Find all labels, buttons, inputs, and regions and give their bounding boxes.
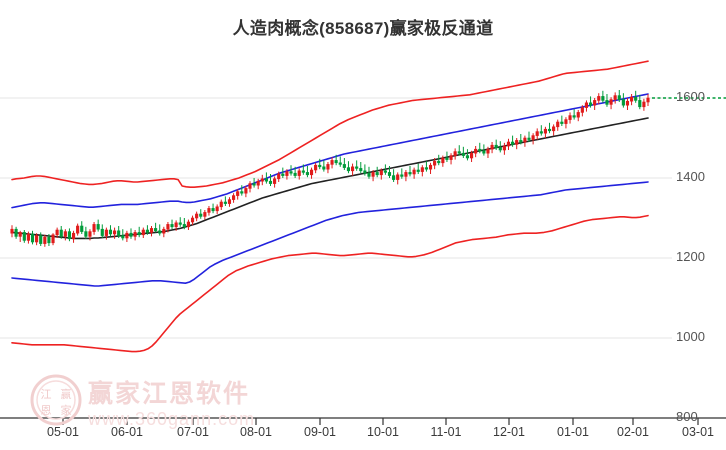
y-axis-tick-label: 800 bbox=[676, 409, 698, 424]
x-axis-tick-label: 09-01 bbox=[304, 425, 336, 439]
x-axis-tick-label: 01-01 bbox=[557, 425, 589, 439]
channel-lines bbox=[11, 60, 649, 353]
x-axis-tick-label: 07-01 bbox=[177, 425, 209, 439]
candlesticks bbox=[10, 90, 650, 247]
x-axis-tick-label: 05-01 bbox=[47, 425, 79, 439]
y-axis-tick-label: 1400 bbox=[676, 169, 705, 184]
x-axis-tick-label: 06-01 bbox=[111, 425, 143, 439]
gridlines bbox=[0, 97, 672, 339]
y-axis-tick-label: 1600 bbox=[676, 89, 705, 104]
x-axis-tick-label: 03-01 bbox=[682, 425, 714, 439]
x-axis-tick-label: 12-01 bbox=[493, 425, 525, 439]
x-axis-tick-label: 02-01 bbox=[617, 425, 649, 439]
page-title: 人造肉概念(858687)赢家极反通道 bbox=[232, 19, 494, 38]
x-axis-tick-label: 10-01 bbox=[367, 425, 399, 439]
x-axis-tick-label: 11-01 bbox=[430, 425, 462, 439]
x-axis-tick-label: 08-01 bbox=[240, 425, 272, 439]
y-axis-tick-label: 1200 bbox=[676, 249, 705, 264]
y-axis-tick-label: 1000 bbox=[676, 329, 705, 344]
axis-ticks bbox=[62, 418, 699, 425]
